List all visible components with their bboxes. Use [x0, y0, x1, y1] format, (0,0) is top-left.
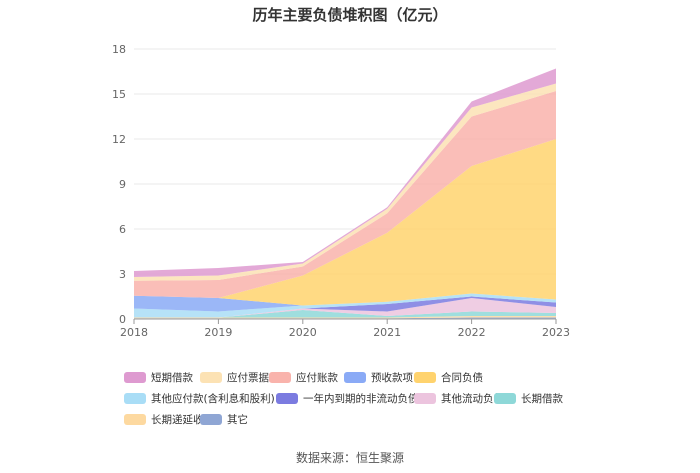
area-series-4: [134, 296, 556, 318]
legend-swatch: [414, 371, 436, 383]
legend-item[interactable]: 其它: [200, 412, 248, 426]
x-tick-label: 2019: [204, 326, 232, 339]
legend-item[interactable]: 合同负债: [414, 370, 483, 384]
y-tick-label: 12: [112, 133, 126, 146]
legend-swatch: [124, 413, 146, 425]
legend-item[interactable]: 其他流动负债: [414, 391, 504, 405]
x-tick-label: 2021: [373, 326, 401, 339]
y-tick-label: 9: [119, 178, 126, 191]
legend-label: 短期借款: [151, 371, 193, 384]
legend-label: 其它: [227, 413, 248, 426]
legend-swatch: [269, 371, 291, 383]
area-series-7: [134, 139, 556, 306]
area-series-5: [134, 293, 556, 318]
area-series-1: [134, 316, 556, 319]
area-series-9: [134, 83, 556, 281]
x-tick-label: 2022: [458, 326, 486, 339]
legend-item[interactable]: 一年内到期的非流动负债: [276, 391, 419, 405]
x-tick-label: 2020: [289, 326, 317, 339]
legend-swatch: [200, 413, 222, 425]
legend-swatch: [124, 392, 146, 404]
chart-title: 历年主要负债堆积图（亿元）: [252, 6, 448, 24]
area-series-8: [134, 91, 556, 298]
y-tick-label: 15: [112, 88, 126, 101]
legend-label: 应付账款: [296, 371, 338, 384]
legend-label: 长期借款: [521, 392, 563, 405]
x-tick-label: 2023: [542, 326, 570, 339]
y-tick-label: 6: [119, 223, 126, 236]
legend-item[interactable]: 应付票据: [200, 370, 269, 384]
legend-swatch: [124, 371, 146, 383]
legend-item[interactable]: 预收款项: [344, 370, 413, 384]
legend-item[interactable]: 长期递延收益: [124, 412, 214, 426]
legend-label: 其他应付款(含利息和股利): [151, 392, 275, 405]
data-source-note: 数据来源：恒生聚源: [295, 451, 404, 465]
legend-item[interactable]: 短期借款: [124, 370, 193, 384]
y-tick-label: 3: [119, 268, 126, 281]
legend-label: 长期递延收益: [151, 413, 214, 426]
y-tick-label: 0: [119, 313, 126, 326]
legend-label: 合同负债: [441, 371, 483, 384]
legend-item[interactable]: 长期借款: [494, 391, 563, 405]
legend-swatch: [200, 371, 222, 383]
legend-swatch: [494, 392, 516, 404]
legend-label: 应付票据: [227, 371, 269, 384]
legend-label: 一年内到期的非流动负债: [303, 392, 419, 405]
area-series-3: [134, 298, 556, 318]
area-series-6: [134, 293, 556, 312]
legend-item[interactable]: 应付账款: [269, 370, 338, 384]
legend-swatch: [344, 371, 366, 383]
area-series-10: [134, 68, 556, 277]
legend-label: 其他流动负债: [441, 392, 504, 405]
area-series-2: [134, 310, 556, 318]
x-tick-label: 2018: [120, 326, 148, 339]
y-tick-label: 18: [112, 43, 126, 56]
legend-item[interactable]: 其他应付款(含利息和股利): [124, 391, 275, 405]
legend-swatch: [414, 392, 436, 404]
legend-label: 预收款项: [371, 371, 413, 384]
stacked-area-chart: 0 3 6 9 12 15 18 2018 2019 2020 2021 2022 2023: [112, 43, 570, 339]
legend-swatch: [276, 392, 298, 404]
